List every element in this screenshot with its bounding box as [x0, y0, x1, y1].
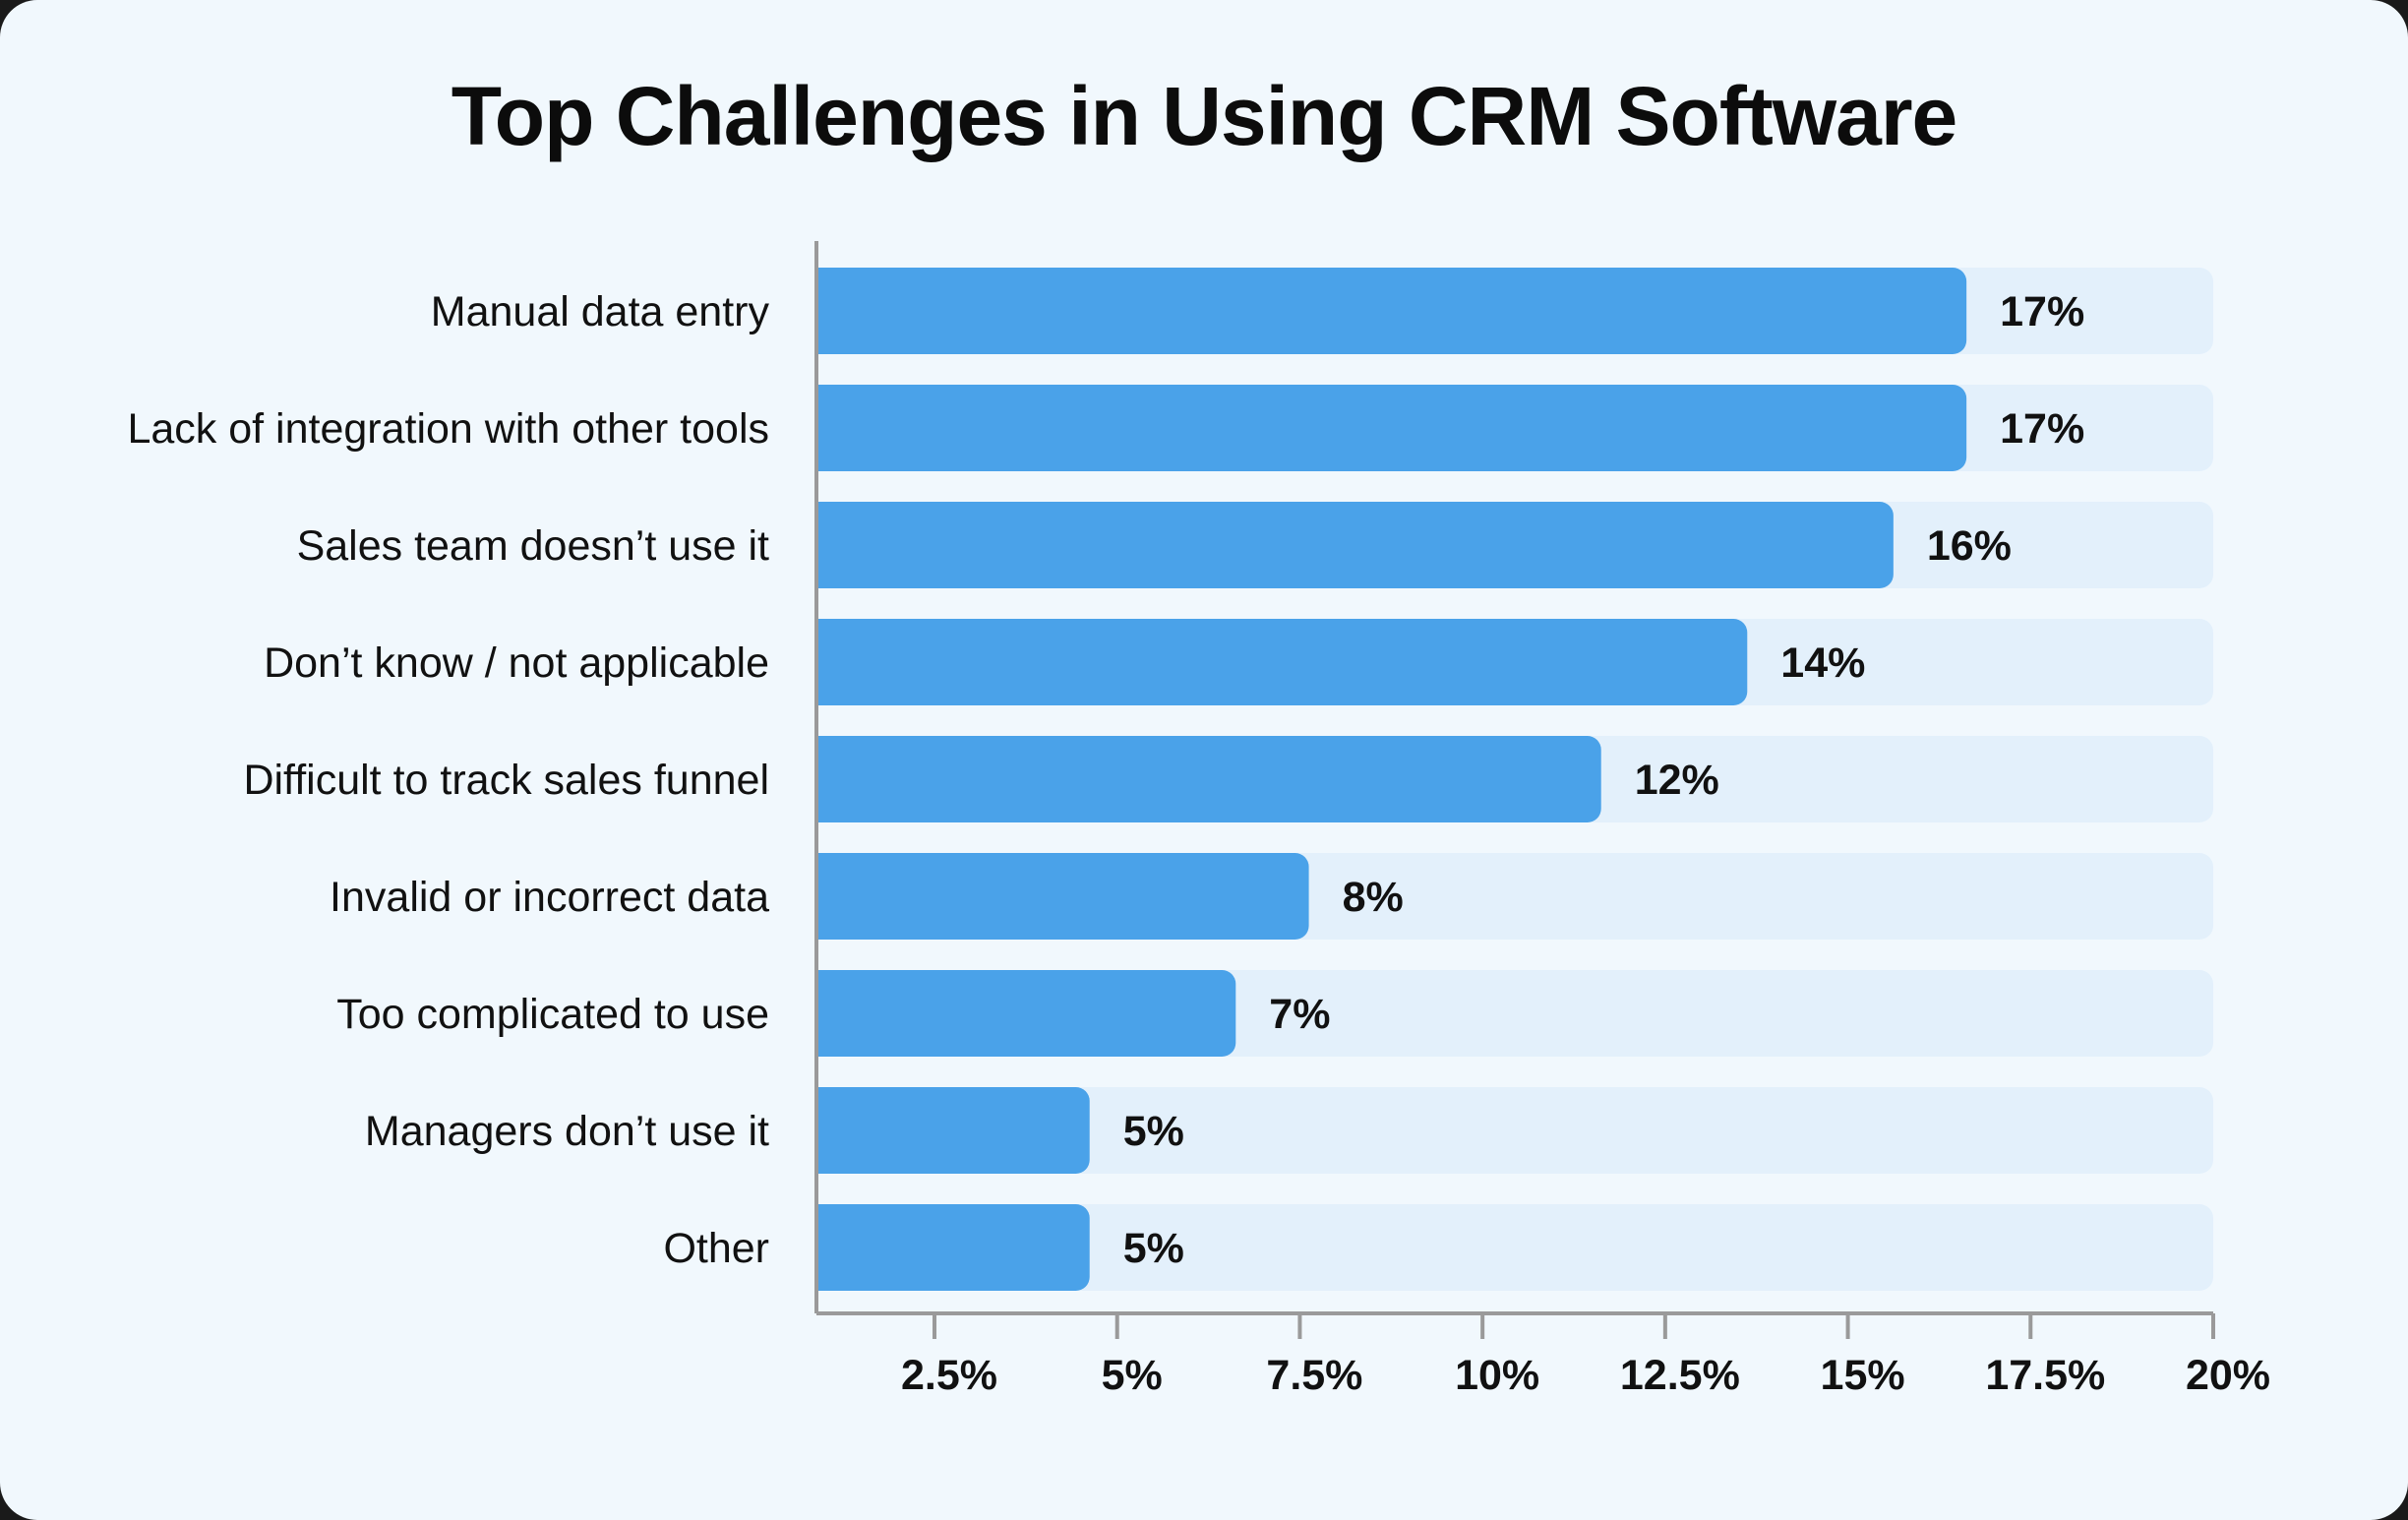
x-tick-label: 12.5% [1620, 1352, 1740, 1399]
bar-left-edge [818, 385, 838, 471]
bar [818, 268, 1967, 354]
category-label: Invalid or incorrect data [330, 874, 769, 921]
value-label: 8% [1343, 874, 1404, 921]
bar-left-edge [818, 736, 838, 822]
bar-track [818, 1087, 2213, 1174]
category-label: Sales team doesn’t use it [297, 522, 769, 570]
value-label: 17% [2000, 288, 2084, 335]
category-label: Don’t know / not applicable [264, 639, 769, 687]
bar-left-edge [818, 1087, 838, 1174]
bar [818, 970, 1236, 1057]
value-label: 12% [1635, 757, 1719, 804]
x-tick-label: 17.5% [1985, 1352, 2105, 1399]
value-label: 17% [2000, 405, 2084, 453]
category-label: Manual data entry [431, 288, 770, 335]
category-label: Managers don’t use it [365, 1108, 769, 1155]
bar-left-edge [818, 268, 838, 354]
bar-left-edge [818, 853, 838, 940]
value-label: 5% [1123, 1225, 1184, 1272]
bar [818, 502, 1894, 588]
bar [818, 619, 1748, 705]
x-tick-label: 2.5% [901, 1352, 997, 1399]
x-tick-label: 15% [1821, 1352, 1905, 1399]
category-label: Other [663, 1225, 769, 1272]
bar [818, 385, 1967, 471]
bar [818, 853, 1309, 940]
bar [818, 1204, 1090, 1291]
category-label: Difficult to track sales funnel [243, 757, 769, 804]
bar-left-edge [818, 970, 838, 1057]
value-label: 5% [1123, 1108, 1184, 1155]
chart-title: Top Challenges in Using CRM Software [451, 70, 1958, 162]
value-label: 14% [1780, 639, 1865, 687]
x-tick-label: 7.5% [1266, 1352, 1362, 1399]
bar-left-edge [818, 1204, 838, 1291]
category-label: Lack of integration with other tools [127, 405, 769, 453]
value-label: 16% [1927, 522, 2012, 570]
bar [818, 736, 1601, 822]
bar-left-edge [818, 502, 838, 588]
x-tick-label: 10% [1455, 1352, 1539, 1399]
category-label: Too complicated to use [336, 991, 769, 1038]
x-tick-label: 20% [2186, 1352, 2270, 1399]
bar-track [818, 1204, 2213, 1291]
value-label: 7% [1269, 991, 1330, 1038]
bar-left-edge [818, 619, 838, 705]
bar [818, 1087, 1090, 1174]
x-tick-label: 5% [1102, 1352, 1163, 1399]
